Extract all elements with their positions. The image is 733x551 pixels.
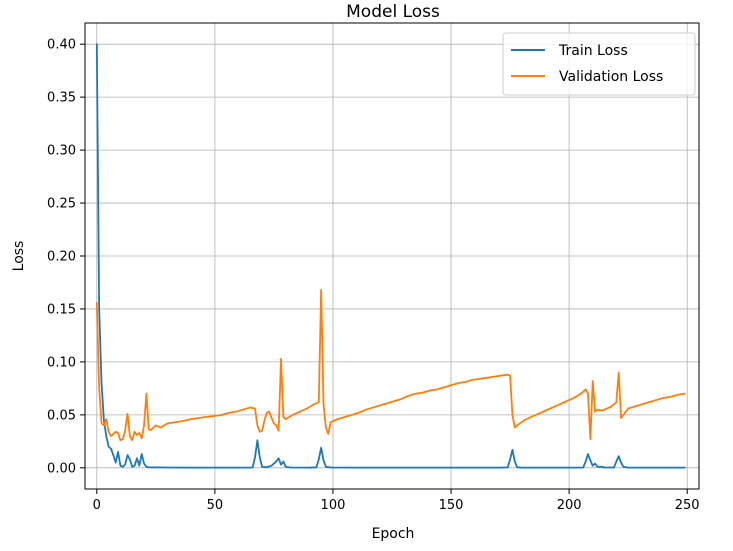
y-tick-label: 0.05 [47, 408, 76, 423]
x-tick-label: 50 [207, 498, 224, 513]
legend: Train Loss Validation Loss [502, 32, 696, 96]
x-tick-label: 0 [93, 498, 101, 513]
x-tick-label: 200 [557, 498, 582, 513]
series-line-validation-loss [95, 288, 686, 442]
y-axis-label: Loss [11, 241, 27, 272]
legend-label-train-loss: Train Loss [558, 43, 628, 59]
y-tick-label: 0.25 [47, 197, 76, 212]
chart-title: Model Loss [346, 2, 440, 22]
y-tick-label: 0.15 [47, 302, 76, 317]
legend-box [502, 32, 696, 96]
y-tick-label: 0.30 [47, 144, 76, 159]
legend-label-validation-loss: Validation Loss [559, 69, 663, 85]
series-layer [95, 43, 686, 469]
y-tick-label: 0.20 [47, 250, 76, 265]
x-tick-label: 150 [439, 498, 464, 513]
x-tick-label: 250 [675, 498, 700, 513]
y-tick-label: 0.35 [47, 91, 76, 106]
x-axis: 0 50 100 150 200 250 [93, 489, 700, 513]
y-axis: 0.00 0.05 0.10 0.15 0.20 0.25 0.30 0.35 0.40 [47, 38, 85, 476]
y-tick-label: 0.40 [47, 38, 76, 53]
series-line-train-loss [95, 43, 686, 469]
x-tick-label: 100 [321, 498, 346, 513]
x-axis-label: Epoch [372, 526, 415, 542]
y-tick-label: 0.10 [47, 355, 76, 370]
grid-lines [85, 23, 699, 489]
y-tick-label: 0.00 [47, 461, 76, 476]
